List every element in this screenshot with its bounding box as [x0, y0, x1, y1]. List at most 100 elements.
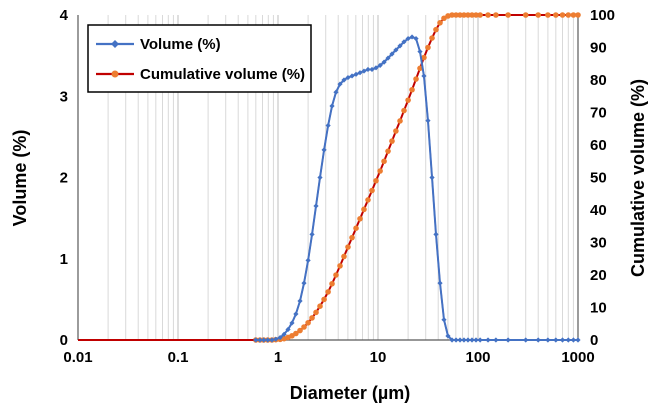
cumulative-volume-point [357, 215, 363, 222]
cumulative-volume-point [545, 12, 551, 18]
cumulative-volume-point [333, 272, 339, 278]
volume-point [301, 280, 307, 286]
cumulative-volume-point [401, 107, 407, 114]
x-tick-label: 10 [370, 349, 387, 366]
legend-entry-volume: Volume (%) [96, 36, 221, 53]
volume-point [523, 337, 529, 343]
cumulative-volume-point [369, 187, 375, 194]
cumulative-volume-point [349, 234, 355, 241]
volume-point [405, 35, 411, 42]
cumulative-volume-point [385, 148, 391, 154]
volume-point [317, 174, 323, 181]
volume-point [417, 48, 423, 55]
volume-point [493, 337, 499, 343]
cumulative-volume-point [449, 12, 455, 18]
volume-point [401, 39, 407, 45]
volume-point [393, 47, 399, 53]
series-cumulative-volume [78, 12, 581, 343]
volume-point [397, 43, 403, 49]
legend-label-volume: Volume (%) [140, 36, 221, 53]
cumulative-volume-point [559, 12, 566, 18]
y-tick-label: 0 [60, 332, 68, 349]
y2-axis-title: Cumulative volume (%) [628, 79, 648, 277]
volume-point [429, 174, 435, 181]
volume-point [281, 331, 287, 337]
cumulative-volume-point [473, 12, 479, 18]
cumulative-volume-point [469, 12, 475, 18]
x-tick-label: 100 [465, 349, 490, 366]
volume-point [469, 337, 475, 343]
y2-tick-label: 20 [590, 267, 607, 284]
legend-label-cumulative: Cumulative volume (%) [140, 66, 305, 83]
legend-entry-cumulative: Cumulative volume (%) [96, 66, 305, 83]
volume-point [505, 337, 511, 343]
y2-tick-label: 0 [590, 332, 598, 349]
series-layer [78, 12, 581, 343]
volume-point [273, 336, 279, 342]
volume-point [425, 118, 431, 124]
volume-point [409, 34, 415, 40]
cumulative-volume-point [565, 12, 572, 18]
y-axis-title: Volume (%) [10, 130, 30, 227]
cumulative-volume-point [575, 12, 581, 18]
cumulative-volume-point [437, 20, 443, 26]
cumulative-volume-point [522, 12, 529, 18]
cumulative-volume-point [305, 319, 311, 326]
volume-point [369, 66, 375, 73]
cumulative-volume-point [337, 263, 343, 269]
cumulative-volume-point [505, 12, 511, 18]
cumulative-volume-point [461, 12, 467, 18]
cumulative-volume-point [409, 86, 415, 93]
cumulative-volume-point [301, 324, 307, 330]
volume-point [337, 81, 343, 87]
volume-point [349, 73, 355, 79]
volume-point [385, 55, 391, 61]
cumulative-volume-point [353, 225, 359, 231]
y2-tick-label: 100 [590, 7, 615, 24]
cumulative-volume-point [381, 158, 387, 165]
legend-diamond-marker-icon [111, 40, 119, 48]
volume-point [261, 337, 267, 343]
volume-point [377, 62, 383, 68]
volume-point [285, 326, 291, 333]
cumulative-volume-point [493, 12, 499, 18]
y2-tick-labels: 0 10 20 30 40 50 60 70 80 90 100 [590, 7, 615, 349]
y2-tick-label: 10 [590, 300, 607, 317]
cumulative-volume-point [429, 35, 435, 41]
cumulative-volume-point [421, 54, 427, 61]
cumulative-volume-point [553, 12, 559, 18]
cumulative-volume-point [425, 44, 431, 51]
cumulative-volume-point [325, 289, 331, 295]
volume-point [321, 147, 327, 153]
volume-point [325, 122, 331, 129]
series-volume [78, 34, 581, 343]
cumulative-volume-point [321, 296, 327, 303]
legend: Volume (%) Cumulative volume (%) [87, 24, 312, 93]
cumulative-volume-point [341, 253, 347, 260]
cumulative-volume-point [293, 330, 299, 337]
cumulative-volume-point [397, 118, 403, 124]
cumulative-volume-point [361, 206, 367, 213]
x-tick-label: 0.01 [63, 349, 92, 366]
y2-tick-label: 70 [590, 105, 607, 122]
legend-box [87, 24, 312, 93]
volume-point [570, 337, 577, 343]
volume-point [361, 68, 367, 74]
cumulative-volume-point [297, 327, 303, 334]
cumulative-volume-point [393, 128, 399, 134]
volume-point [365, 66, 371, 73]
y-tick-labels: 0 1 2 3 4 [60, 7, 69, 349]
volume-point [333, 89, 339, 95]
volume-point [257, 337, 263, 343]
cumulative-volume-point [329, 280, 335, 287]
volume-point [353, 71, 359, 77]
y-tick-label: 2 [60, 170, 68, 187]
cumulative-volume-point [405, 97, 411, 103]
volume-point [277, 334, 283, 341]
volume-point [265, 337, 271, 343]
cumulative-volume-point [477, 12, 483, 18]
x-tick-label: 0.1 [168, 349, 189, 366]
volume-point [373, 65, 379, 71]
volume-point [421, 73, 427, 79]
